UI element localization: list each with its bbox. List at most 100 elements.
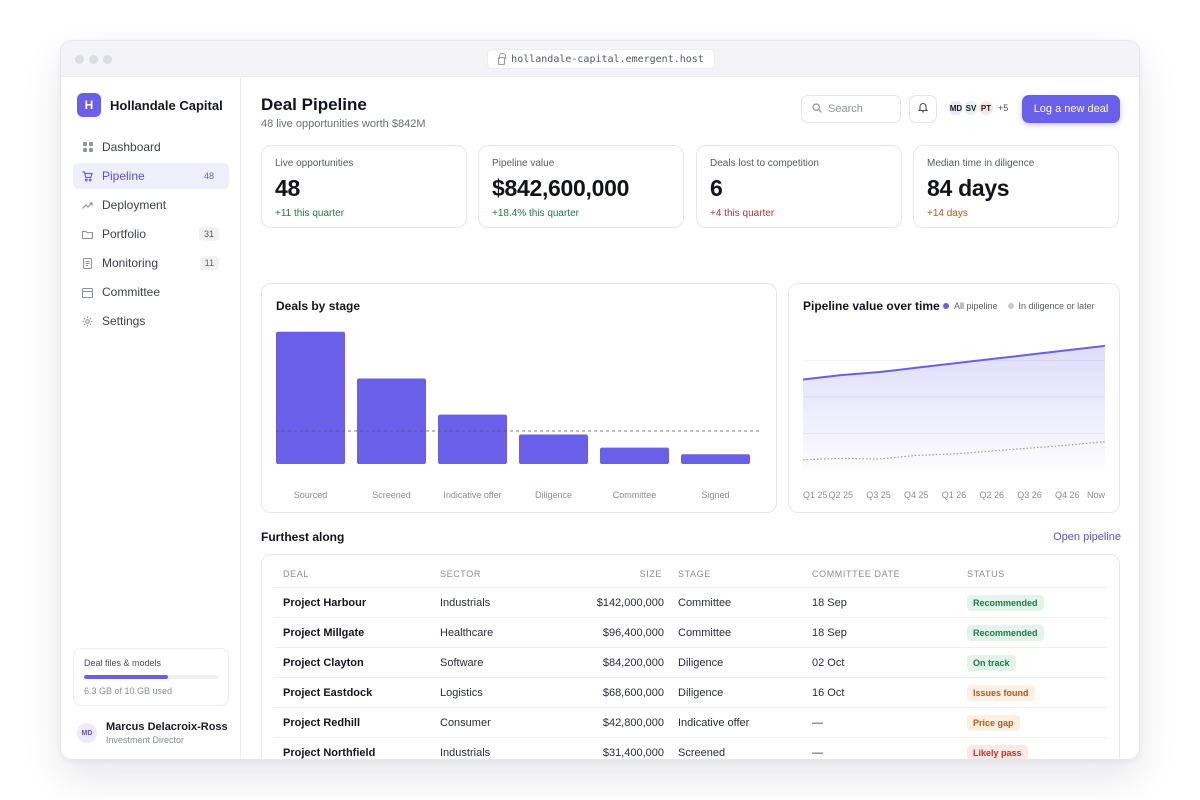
- gear-icon: [82, 316, 93, 327]
- team-avatars[interactable]: MD SV PT +5: [947, 99, 1008, 117]
- x-tick-label: Committee: [613, 490, 657, 500]
- open-pipeline-link[interactable]: Open pipeline: [1053, 531, 1121, 543]
- avatar: PT: [977, 99, 995, 117]
- sidebar-item-portfolio[interactable]: Portfolio 31: [73, 221, 229, 247]
- cart-icon: [82, 170, 93, 182]
- table-row[interactable]: Project Millgate Healthcare $96,400,000 Com…: [274, 617, 1107, 647]
- sidebar-item-count: 48: [203, 171, 214, 181]
- notifications-button[interactable]: [909, 95, 937, 123]
- sidebar-item-label: Portfolio: [102, 227, 147, 241]
- cell-date: 16 Oct: [812, 687, 845, 699]
- kpi-card: Pipeline value $842,600,000 +18.4% this …: [478, 145, 684, 228]
- x-tick-label: Q4 26: [1055, 490, 1080, 500]
- column-header[interactable]: STAGE: [678, 569, 711, 579]
- sidebar-item-count: 11: [199, 256, 219, 270]
- storage-progress-fill: [84, 675, 169, 679]
- status-badge: Issues found: [967, 685, 1035, 701]
- window-maximize-dot[interactable]: [103, 55, 112, 64]
- sidebar-item-deployment[interactable]: Deployment: [73, 192, 229, 218]
- kpi-label: Deals lost to competition: [710, 158, 819, 169]
- kpi-value: $842,600,000: [492, 175, 630, 201]
- sidebar-item-settings[interactable]: Settings: [73, 308, 229, 334]
- column-header[interactable]: SECTOR: [440, 569, 481, 579]
- table-row[interactable]: Project Northfield Industrials $31,400,000…: [274, 737, 1107, 759]
- user-profile[interactable]: MD Marcus Delacroix-Ross Investment Dire…: [77, 721, 228, 745]
- cell-deal: Project Harbour: [283, 597, 367, 609]
- sidebar-item-pipeline[interactable]: Pipeline 48: [73, 163, 229, 189]
- cell-deal: Project Eastdock: [283, 687, 373, 699]
- kpi-delta: +18.4% this quarter: [492, 208, 579, 219]
- bar-diligence: [519, 434, 588, 464]
- x-tick-label: Diligence: [535, 490, 572, 500]
- user-role: Investment Director: [106, 735, 185, 745]
- kpi-delta: +4 this quarter: [710, 208, 775, 219]
- sidebar-item-label: Deployment: [102, 198, 167, 212]
- cell-stage: Committee: [678, 597, 732, 609]
- page-title: Deal Pipeline: [261, 95, 367, 114]
- cell-date: —: [812, 747, 823, 759]
- cell-stage: Diligence: [678, 687, 724, 699]
- x-tick-label: Now: [1087, 490, 1106, 500]
- kpi-value: 48: [275, 175, 300, 201]
- sidebar-item-label: Settings: [102, 314, 146, 328]
- sidebar-item-monitoring[interactable]: Monitoring 11: [73, 250, 229, 276]
- trend-icon: [82, 200, 93, 211]
- sidebar-item-label: Dashboard: [102, 140, 161, 154]
- page-subtitle: 48 live opportunities worth $842M: [261, 118, 426, 130]
- search-placeholder: Search: [828, 103, 863, 115]
- address-bar[interactable]: hollandale-capital.emergent.host: [487, 49, 715, 69]
- deals-table: DEAL SECTOR SIZE STAGE COMMITTEE DATE STATUS P…: [261, 554, 1120, 759]
- cell-size: $68,600,000: [602, 687, 664, 699]
- column-header[interactable]: COMMITTEE DATE: [812, 569, 901, 579]
- brand-name: Hollandale Capital: [110, 97, 223, 113]
- avatar: MD: [77, 723, 97, 743]
- cell-stage: Screened: [678, 747, 726, 759]
- sidebar-item-committee[interactable]: Committee: [73, 279, 229, 305]
- table-row[interactable]: Project Redhill Consumer $42,800,000 Indica…: [274, 707, 1107, 737]
- user-name: Marcus Delacroix-Ross: [106, 721, 228, 733]
- column-header[interactable]: SIZE: [639, 569, 662, 579]
- log-new-deal-button[interactable]: Log a new deal: [1022, 95, 1120, 123]
- sidebar-item-dashboard[interactable]: Dashboard: [73, 134, 229, 160]
- cell-sector: Healthcare: [440, 627, 494, 639]
- chart-title: Deals by stage: [276, 299, 361, 313]
- x-tick-label: Q4 25: [904, 490, 929, 500]
- sidebar-item-label: Monitoring: [102, 256, 159, 270]
- cell-size: $84,200,000: [602, 657, 664, 669]
- cell-sector: Industrials: [440, 597, 491, 609]
- chart-legend: All pipeline In diligence or later: [943, 301, 1095, 311]
- storage-card: Deal files & models 6.3 GB of 10 GB used: [73, 648, 229, 706]
- x-tick-label: Q3 25: [866, 490, 891, 500]
- cell-size: $142,000,000: [596, 597, 664, 609]
- status-badge: Likely pass: [967, 745, 1028, 759]
- bar-sourced: [276, 331, 345, 464]
- cell-deal: Project Millgate: [283, 627, 365, 639]
- storage-progress-bar: [84, 675, 218, 679]
- brand[interactable]: H Hollandale Capital: [77, 93, 223, 117]
- kpi-card: Live opportunities 48 +11 this quarter: [261, 145, 467, 228]
- avatars-more-count: +5: [998, 103, 1009, 113]
- cell-size: $42,800,000: [602, 717, 664, 729]
- table-row[interactable]: Project Clayton Software $84,200,000 Dilige…: [274, 647, 1107, 677]
- calendar-icon: [82, 287, 93, 298]
- kpi-value: 6: [710, 175, 723, 201]
- column-header[interactable]: STATUS: [967, 569, 1005, 579]
- legend-label: In diligence or later: [1018, 301, 1095, 311]
- search-input[interactable]: Search: [801, 95, 901, 123]
- table-row[interactable]: Project Harbour Industrials $142,000,000 Co…: [274, 587, 1107, 617]
- x-tick-label: Q1 26: [942, 490, 967, 500]
- kpi-delta: +11 this quarter: [275, 208, 345, 219]
- window-minimize-dot[interactable]: [89, 55, 98, 64]
- kpi-label: Live opportunities: [275, 158, 354, 169]
- bar-signed: [681, 454, 750, 464]
- kpi-card: Median time in diligence 84 days +14 day…: [913, 145, 1119, 228]
- column-header[interactable]: DEAL: [283, 569, 309, 579]
- cell-sector: Industrials: [440, 747, 491, 759]
- window-close-dot[interactable]: [75, 55, 84, 64]
- main-content: Deal Pipeline 48 live opportunities wort…: [261, 77, 1121, 759]
- x-tick-label: Screened: [372, 490, 411, 500]
- x-tick-label: Signed: [701, 490, 729, 500]
- bar-committee: [600, 447, 669, 464]
- browser-window: hollandale-capital.emergent.host H Holla…: [60, 40, 1140, 760]
- table-row[interactable]: Project Eastdock Logistics $68,600,000 Dili…: [274, 677, 1107, 707]
